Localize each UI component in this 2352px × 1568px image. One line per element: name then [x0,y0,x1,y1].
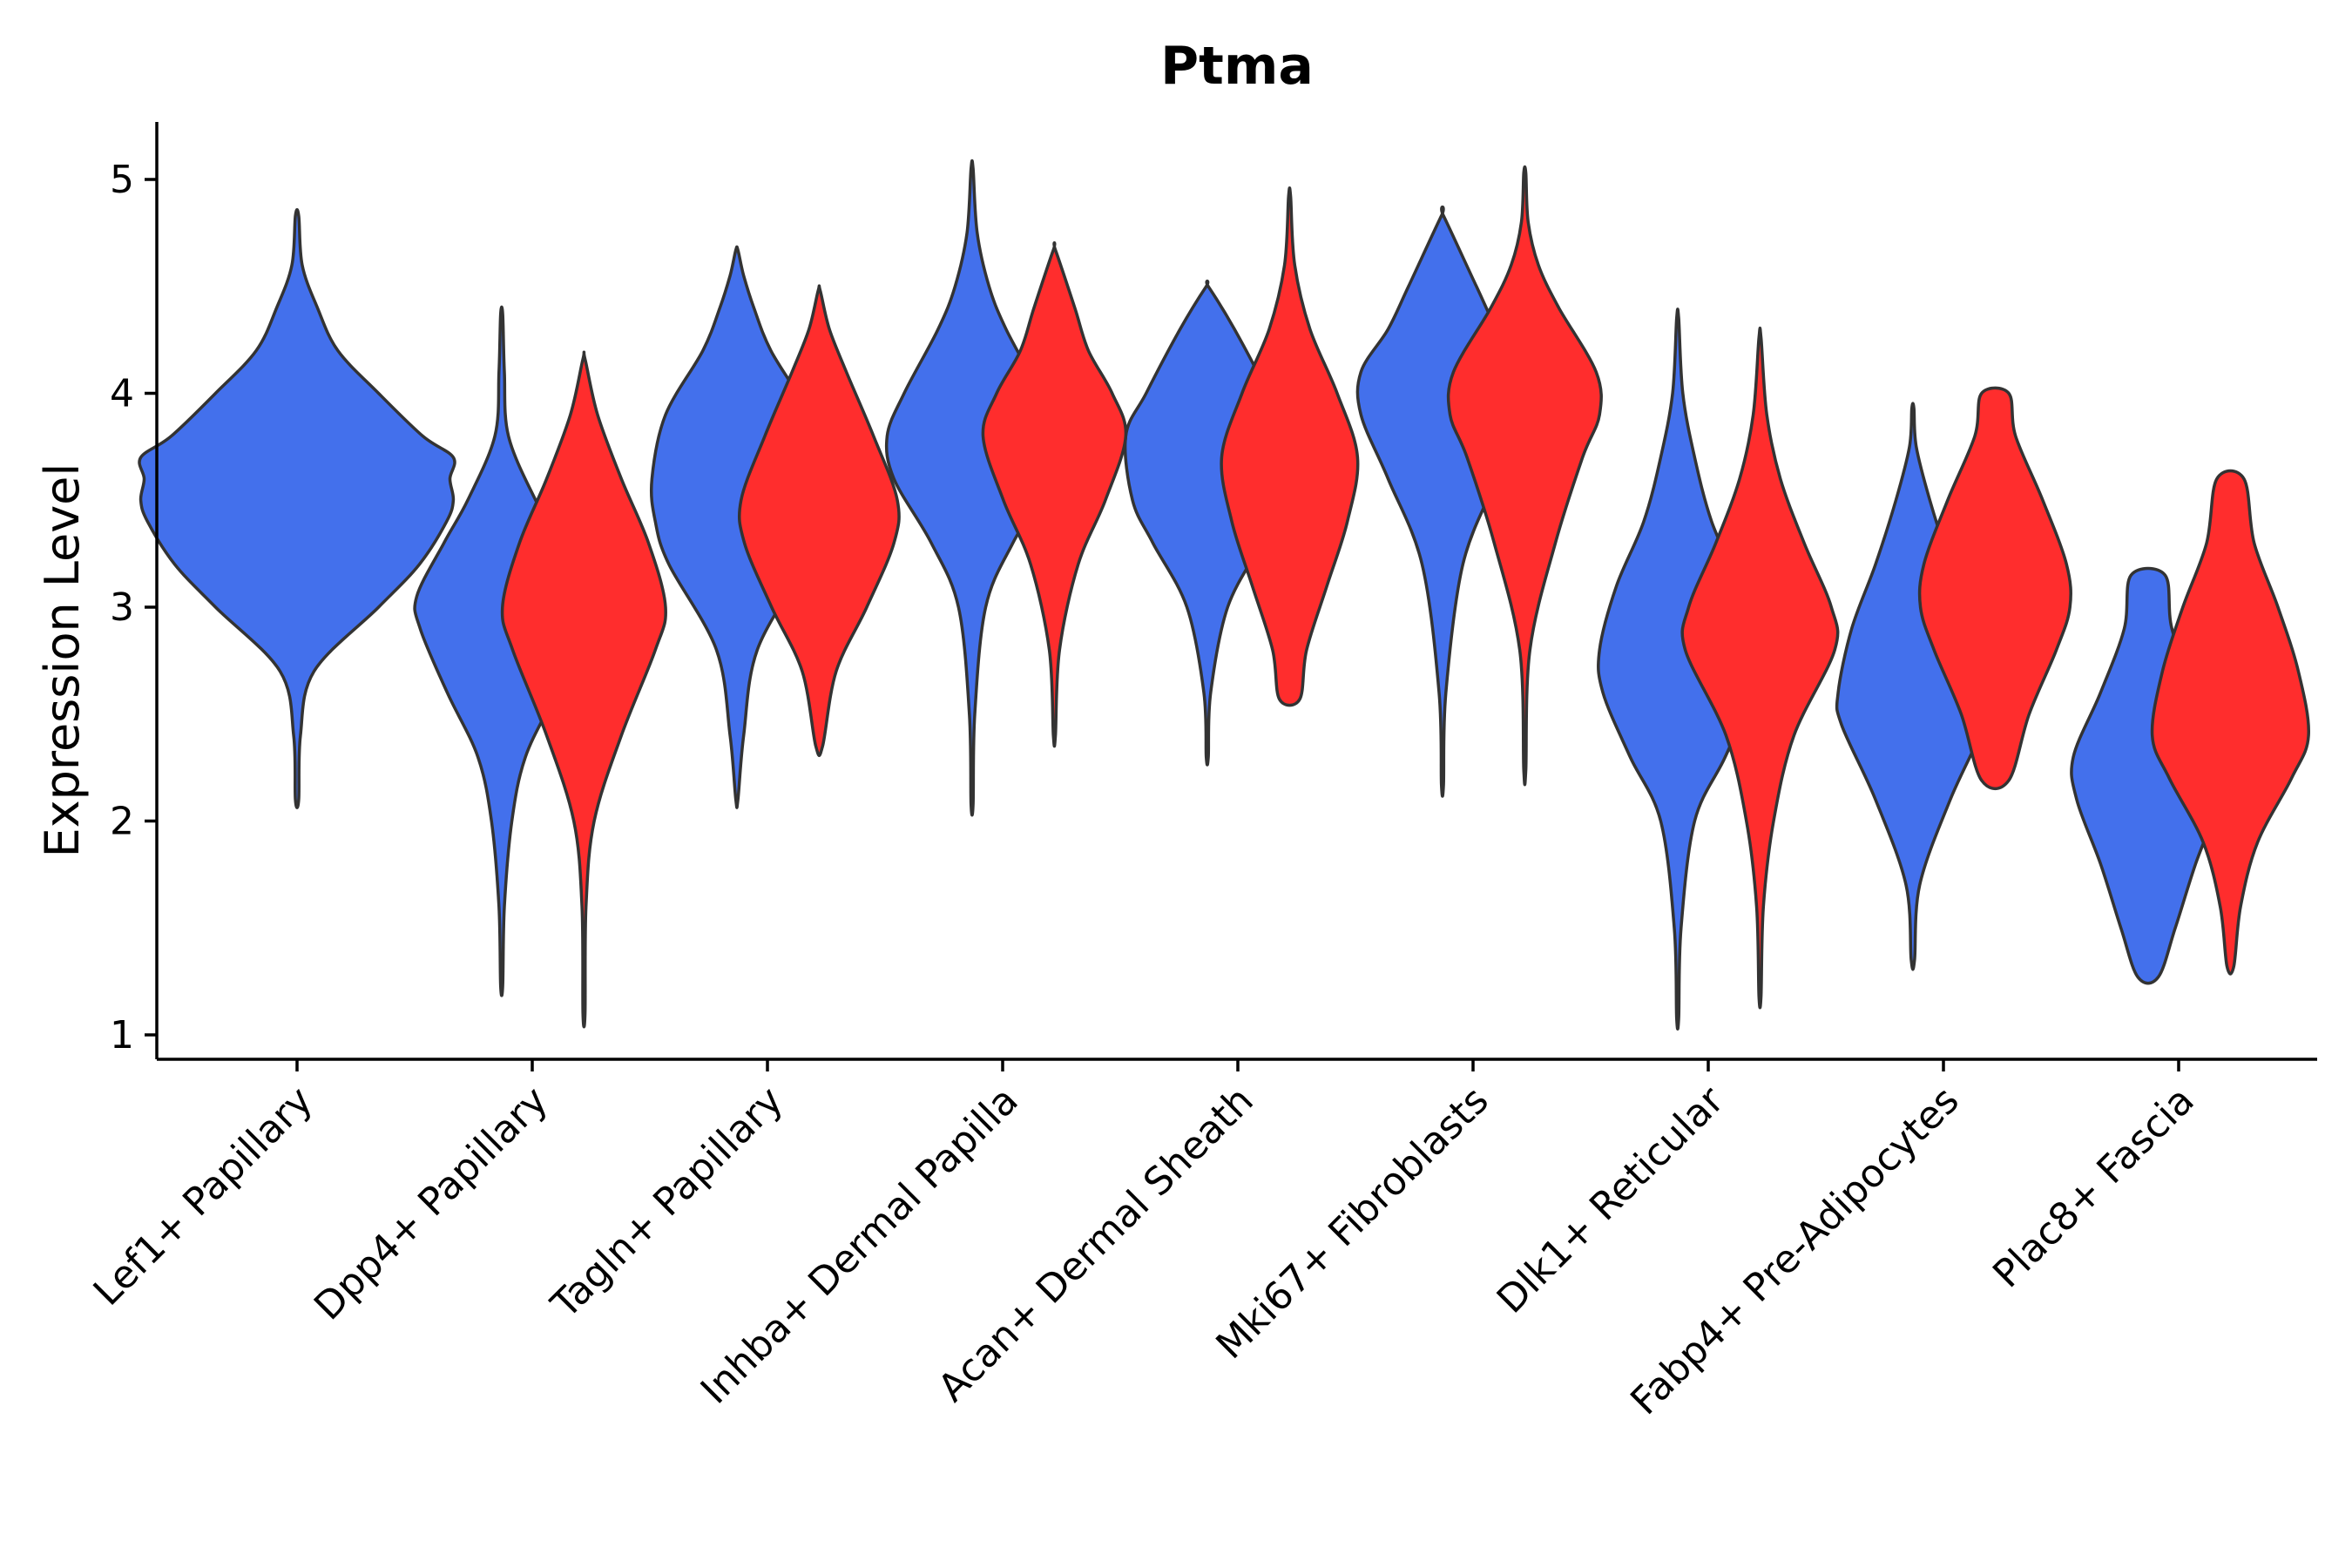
x-tick-label: Tagln+ Papillary [543,1078,792,1328]
violin-group-2-5 [1220,186,1360,707]
x-tick-label: Mki67+ Fibroblasts [1207,1078,1497,1368]
violin-group-2-4 [981,241,1128,748]
y-tick-label: 5 [110,158,134,202]
y-tick-label: 2 [110,800,134,844]
violin-group-2-2 [500,350,667,1029]
violin-group-2-6 [1446,165,1603,787]
violins-group [138,159,2310,1031]
violin-group-2-7 [1680,326,1840,1010]
violin-group-2-9 [2150,469,2310,976]
x-tick-label: Dlk1+ Reticular [1489,1078,1734,1322]
y-tick-label: 4 [110,372,134,416]
violin-group-2-3 [737,284,901,758]
y-axis-label: Expression Level [35,463,90,858]
chart-title: Ptma [1160,36,1314,97]
violin-group-2-8 [1917,386,2072,791]
y-tick-label: 1 [110,1013,134,1058]
x-tick-label: Lef1+ Papillary [85,1078,321,1315]
x-tick-label: Dpp4+ Papillary [306,1078,557,1329]
violin-group-1-1 [138,207,456,809]
y-tick-label: 3 [110,585,134,630]
x-tick-label: Plac8+ Fascia [1984,1078,2203,1297]
